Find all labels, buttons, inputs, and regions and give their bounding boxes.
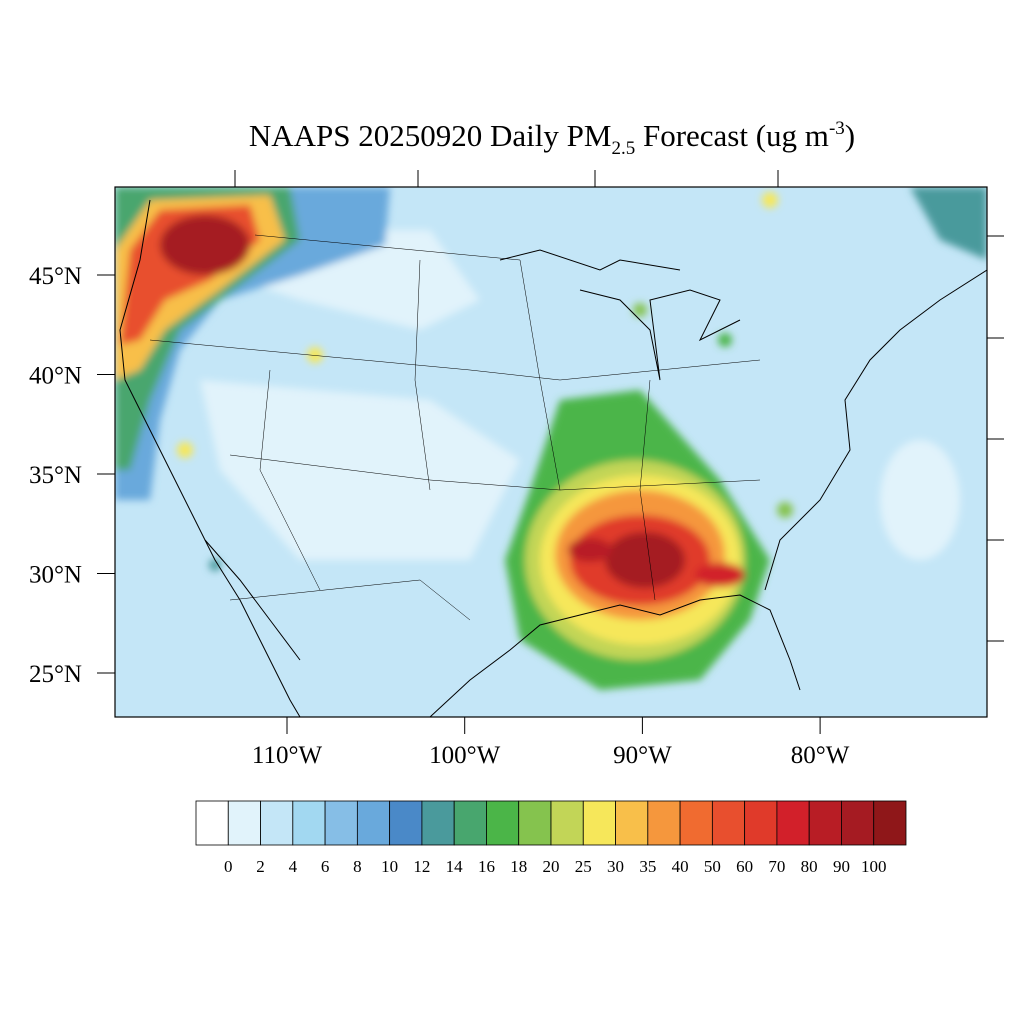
colorbar-box [808, 800, 842, 846]
colorbar-label: 12 [413, 857, 430, 876]
colorbar-box [260, 800, 294, 846]
colorbar-box [679, 800, 713, 846]
state-borders [149, 234, 761, 621]
colorbar-label: 14 [446, 857, 464, 876]
lon-label: 80°W [791, 742, 850, 769]
colorbar-label: 50 [704, 857, 721, 876]
colorbar-box [453, 800, 487, 846]
colorbar-box [195, 800, 229, 846]
colorbar-box [486, 800, 520, 846]
frame-ticks [234, 170, 1004, 642]
colorbar-label: 10 [381, 857, 398, 876]
colorbar-label: 25 [575, 857, 592, 876]
colorbar: 0 2 4 6 8 10 12 14 16 18 20 25 30 35 40 50 60 70 80 90 100 [195, 800, 907, 876]
colorbar-label: 0 [224, 857, 233, 876]
colorbar-label: 35 [639, 857, 656, 876]
colorbar-label: 60 [736, 857, 753, 876]
colorbar-label: 6 [321, 857, 330, 876]
lat-label: 40°N [29, 363, 82, 390]
colorbar-label: 100 [861, 857, 887, 876]
title-main: NAAPS 20250920 Daily PM [249, 118, 612, 153]
colorbar-box [550, 800, 584, 846]
colorbar-box [518, 800, 552, 846]
coastlines [119, 199, 987, 717]
colorbar-box [292, 800, 326, 846]
colorbar-box [873, 800, 907, 846]
colorbar-box [421, 800, 455, 846]
colorbar-label: 8 [353, 857, 362, 876]
colorbar-box [615, 800, 649, 846]
lat-label: 35°N [29, 462, 82, 489]
colorbar-box [324, 800, 358, 846]
title-sub: 2.5 [611, 138, 635, 159]
lat-label: 30°N [29, 562, 82, 589]
lat-label: 45°N [29, 263, 82, 290]
colorbar-box [744, 800, 778, 846]
colorbar-label: 70 [768, 857, 785, 876]
title: NAAPS 20250920 Daily PM2.5 Forecast (ug … [249, 118, 855, 159]
colorbar-box [841, 800, 875, 846]
colorbar-box [776, 800, 810, 846]
colorbar-box [647, 800, 681, 846]
colorbar-box [389, 800, 423, 846]
colorbar-label: 20 [543, 857, 560, 876]
lon-label: 100°W [429, 742, 500, 769]
colorbar-label: 30 [607, 857, 624, 876]
colorbar-box [227, 800, 261, 846]
colorbar-box [582, 800, 616, 846]
title-sup: -3 [829, 118, 845, 139]
concentration-field [115, 187, 987, 690]
lat-label: 25°N [29, 661, 82, 688]
colorbar-label: 80 [801, 857, 818, 876]
lon-label: 110°W [252, 742, 323, 769]
colorbar-label: 40 [672, 857, 689, 876]
lon-label: 90°W [613, 742, 672, 769]
title-middle: Forecast (ug m [635, 118, 829, 153]
colorbar-label: 90 [833, 857, 850, 876]
map-frame [114, 186, 988, 718]
colorbar-label: 16 [478, 857, 495, 876]
colorbar-box [711, 800, 746, 846]
colorbar-label: 18 [510, 857, 527, 876]
colorbar-label: 2 [256, 857, 265, 876]
graticule-labels: 45°N 40°N 35°N 30°N 25°N 110°W 100°W 90°W 80°W [29, 263, 850, 769]
map-field [115, 187, 987, 717]
title-end: ) [845, 118, 855, 153]
colorbar-box [356, 800, 391, 846]
colorbar-label: 4 [289, 857, 298, 876]
